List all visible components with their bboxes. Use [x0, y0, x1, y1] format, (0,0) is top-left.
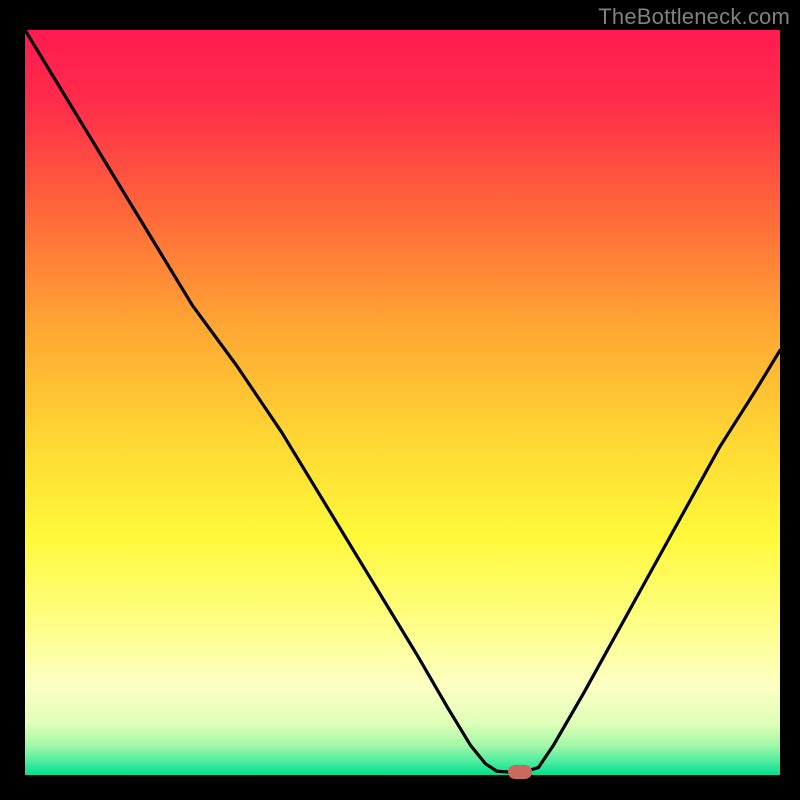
bottleneck-chart: [25, 30, 780, 775]
bottleneck-curve: [25, 30, 780, 775]
optimal-point-marker: [508, 765, 532, 779]
bottleneck-curve-path: [25, 30, 780, 772]
watermark-text: TheBottleneck.com: [598, 4, 790, 30]
